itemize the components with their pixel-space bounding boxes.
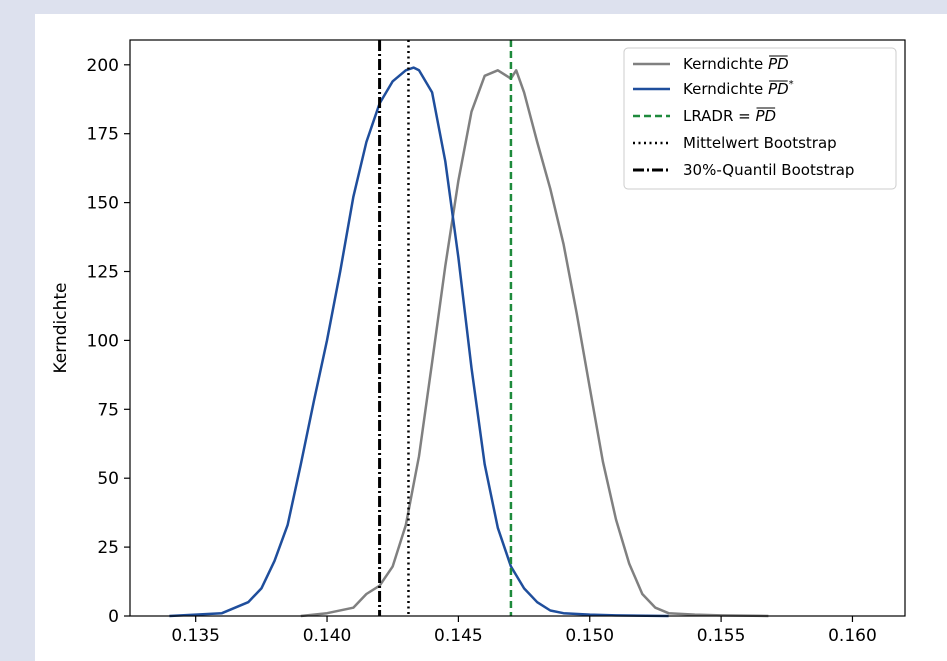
series-line-kerndichte-pd [300,69,769,618]
y-tick-label: 50 [97,469,119,489]
x-tick-label: 0.145 [434,626,483,646]
axes-layer: 0.135 0.140 0.145 0.150 0.155 0.160 0 25 50 75 100… [87,56,877,646]
legend-box [623,47,897,190]
legend-label: Mittelwert Bootstrap [683,134,837,152]
x-tick-label: 0.150 [565,626,614,646]
y-tick-label: 75 [97,400,119,420]
y-tick-label: 0 [108,607,119,627]
y-tick-label: 100 [87,331,119,351]
y-tick-label: 150 [87,194,119,214]
x-tick-label: 0.160 [828,626,877,646]
x-tick-label: 0.135 [171,626,220,646]
y-tick-label: 125 [87,263,119,283]
y-tick-label: 200 [87,56,119,76]
y-tick-label: 25 [97,538,119,558]
legend-label: Kerndichte PD [683,55,789,73]
x-tick-label: 0.155 [697,626,746,646]
series-layer [169,40,769,618]
legend-label: LRADR = PD [683,107,776,125]
y-axis-title: Kerndichte [51,283,71,374]
legend: Kerndichte PD Kerndichte PD* LRADR = PD Mit… [623,47,897,190]
x-tick-label: 0.140 [303,626,352,646]
y-tick-label: 175 [87,125,119,145]
legend-label: Kerndichte PD* [683,79,794,98]
plot-frame [129,39,906,617]
legend-label: 30%-Quantil Bootstrap [683,161,854,179]
series-line-kerndichte-pd [169,66,669,618]
